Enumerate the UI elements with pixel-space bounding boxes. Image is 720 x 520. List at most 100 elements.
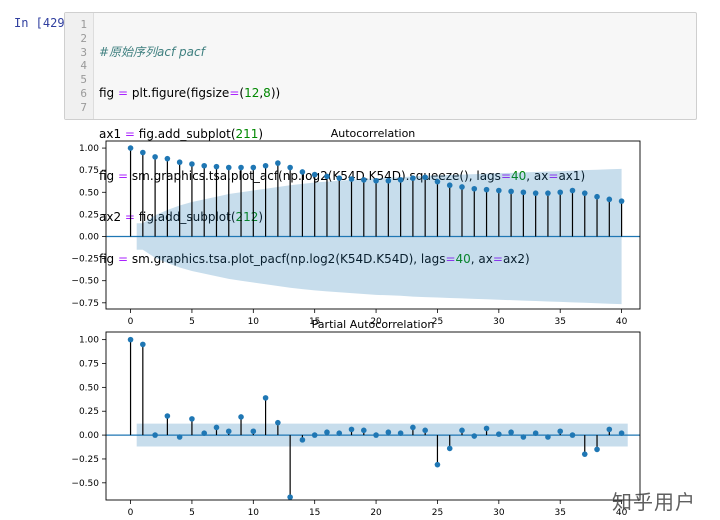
data-point xyxy=(410,175,416,181)
y-tick-label: 1.00 xyxy=(79,336,99,346)
data-point xyxy=(373,177,379,184)
data-point xyxy=(459,427,465,434)
data-point xyxy=(532,190,539,196)
x-tick-label: 25 xyxy=(432,317,443,327)
data-point xyxy=(275,160,281,166)
data-point xyxy=(262,395,269,401)
data-point xyxy=(311,171,318,178)
data-point xyxy=(127,145,134,151)
data-point xyxy=(594,193,600,200)
y-tick-label: 0.75 xyxy=(79,166,99,176)
data-point xyxy=(606,426,613,433)
data-point xyxy=(336,175,343,181)
line-number: 5 xyxy=(80,73,87,87)
line-number: 2 xyxy=(80,31,87,45)
data-point xyxy=(287,164,293,171)
data-point xyxy=(618,430,625,436)
data-point xyxy=(569,187,576,194)
x-tick-label: 0 xyxy=(128,508,134,518)
chart-title: Partial Autocorrelation xyxy=(312,318,435,331)
data-point xyxy=(213,163,220,170)
x-tick-label: 10 xyxy=(248,317,260,327)
x-tick-label: 5 xyxy=(189,317,195,327)
data-point xyxy=(225,428,232,435)
x-tick-label: 15 xyxy=(309,317,320,327)
x-tick-label: 30 xyxy=(493,317,505,327)
data-point xyxy=(250,428,257,435)
x-tick-label: 40 xyxy=(616,317,628,327)
line-number: 4 xyxy=(80,59,87,73)
data-point xyxy=(434,178,441,185)
data-point xyxy=(397,177,404,183)
data-point xyxy=(201,162,208,169)
data-point xyxy=(520,189,527,196)
x-tick-label: 20 xyxy=(370,317,382,327)
data-point xyxy=(483,186,490,193)
data-point xyxy=(152,432,158,438)
y-tick-label: 0.50 xyxy=(79,383,99,393)
x-tick-label: 5 xyxy=(189,508,195,518)
data-point xyxy=(496,187,502,194)
data-point xyxy=(373,432,379,438)
data-point xyxy=(250,164,257,171)
code-line: ax1 = fig.add_subplot(211) xyxy=(99,127,264,142)
data-point xyxy=(385,429,392,436)
y-tick-label: −0.50 xyxy=(71,479,99,489)
data-point xyxy=(446,445,453,452)
data-point xyxy=(127,336,134,343)
line-number: 6 xyxy=(80,87,87,100)
data-point xyxy=(348,426,355,433)
data-point xyxy=(140,341,146,348)
data-point xyxy=(545,190,551,196)
data-point xyxy=(422,174,428,181)
x-tick-label: 15 xyxy=(309,508,320,518)
data-point xyxy=(410,424,416,431)
data-point xyxy=(140,149,146,156)
data-point xyxy=(581,190,588,196)
data-point xyxy=(422,427,428,434)
data-point xyxy=(164,413,171,419)
line-number: 1 xyxy=(80,18,87,31)
x-tick-label: 0 xyxy=(128,317,134,327)
data-point xyxy=(189,416,195,422)
x-tick-label: 40 xyxy=(616,508,628,518)
line-number-gutter: 1 2 3 4 5 6 7 xyxy=(65,13,94,119)
code-line: fig = plt.figure(figsize=(12,8)) xyxy=(99,85,281,100)
data-point xyxy=(238,414,244,420)
line-number: 7 xyxy=(80,100,87,114)
data-point xyxy=(348,176,355,182)
data-point xyxy=(606,196,613,203)
data-point xyxy=(360,177,367,183)
code-cell[interactable]: 1 2 3 4 5 6 7 #原始序列acf pacf fig = plt.fi… xyxy=(64,12,697,265)
data-point xyxy=(176,159,183,166)
x-tick-label: 20 xyxy=(370,508,382,518)
data-point xyxy=(275,419,281,426)
axes-frame xyxy=(105,331,641,501)
watermark: 知乎用户 xyxy=(612,490,696,514)
data-point xyxy=(581,451,588,457)
axes-frame xyxy=(105,140,641,310)
data-point xyxy=(569,432,576,438)
cell-prompt: In [429]: xyxy=(14,16,80,30)
data-point xyxy=(496,431,502,437)
y-tick-label: 0.50 xyxy=(79,188,99,198)
data-point xyxy=(299,437,306,443)
data-point xyxy=(434,461,441,468)
data-point xyxy=(201,430,208,436)
data-point xyxy=(471,433,478,439)
data-point xyxy=(545,434,551,440)
y-tick-label: 0.00 xyxy=(79,431,99,441)
data-point xyxy=(152,154,158,160)
data-point xyxy=(532,430,539,436)
data-point xyxy=(483,425,490,432)
data-point xyxy=(311,432,318,438)
data-point xyxy=(385,177,392,184)
x-tick-label: 35 xyxy=(554,508,565,518)
y-tick-label: −0.25 xyxy=(71,455,99,465)
data-point xyxy=(189,161,195,167)
data-point xyxy=(238,164,244,171)
x-tick-label: 30 xyxy=(493,508,505,518)
data-point xyxy=(471,185,478,192)
y-tick-label: 0.25 xyxy=(79,210,99,220)
y-tick-label: −0.50 xyxy=(71,277,99,287)
